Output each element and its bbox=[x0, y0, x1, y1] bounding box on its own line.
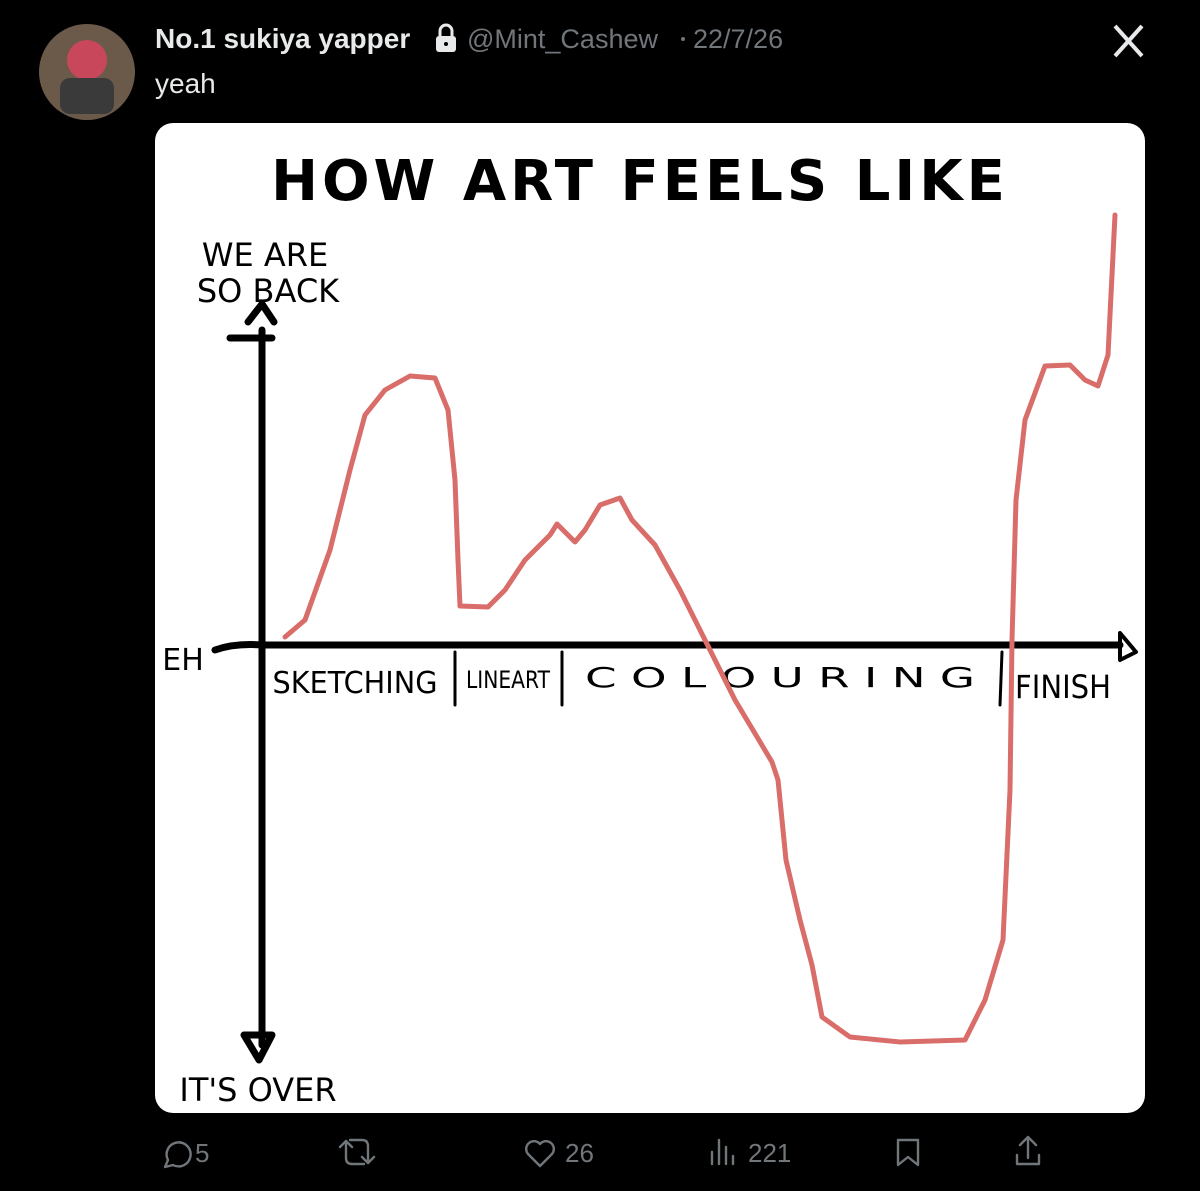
stage-label: LINEART bbox=[466, 666, 550, 694]
stage-label: FINISH bbox=[1015, 668, 1111, 706]
reply-count: 5 bbox=[195, 1138, 209, 1168]
stage-label: C O L O U R I N G bbox=[585, 661, 975, 694]
share-button[interactable] bbox=[1015, 1135, 1041, 1166]
avatar[interactable] bbox=[39, 24, 135, 120]
view-count: 221 bbox=[748, 1138, 791, 1168]
date[interactable]: 22/7/26 bbox=[693, 24, 783, 54]
y-top-label: WE ARE bbox=[202, 236, 328, 274]
bookmark-button[interactable] bbox=[896, 1138, 920, 1167]
y-bottom-label: IT'S OVER bbox=[179, 1071, 336, 1109]
author[interactable]: No.1 sukiya yapper bbox=[155, 23, 410, 54]
image-card[interactable] bbox=[155, 123, 1145, 1113]
like-button[interactable]: 26 bbox=[525, 1138, 594, 1168]
like-count: 26 bbox=[565, 1138, 594, 1168]
tweet-text: yeah bbox=[155, 68, 216, 99]
retweet-button[interactable] bbox=[338, 1138, 376, 1166]
handle[interactable]: @Mint_Cashew bbox=[467, 24, 658, 54]
x-logo[interactable] bbox=[1113, 24, 1144, 58]
feeling-curve bbox=[282, 212, 1118, 1045]
axes bbox=[211, 300, 1138, 1064]
drawing-title: HOW ART FEELS LIKE bbox=[271, 149, 1009, 214]
reply-button[interactable]: 5 bbox=[163, 1138, 209, 1169]
stage-label: SKETCHING bbox=[273, 666, 438, 701]
y-top-label: SO BACK bbox=[197, 272, 340, 310]
lock-icon bbox=[436, 23, 456, 52]
views-button[interactable]: 221 bbox=[710, 1138, 791, 1168]
separator bbox=[681, 37, 685, 41]
y-mid-label: EH bbox=[162, 643, 204, 678]
